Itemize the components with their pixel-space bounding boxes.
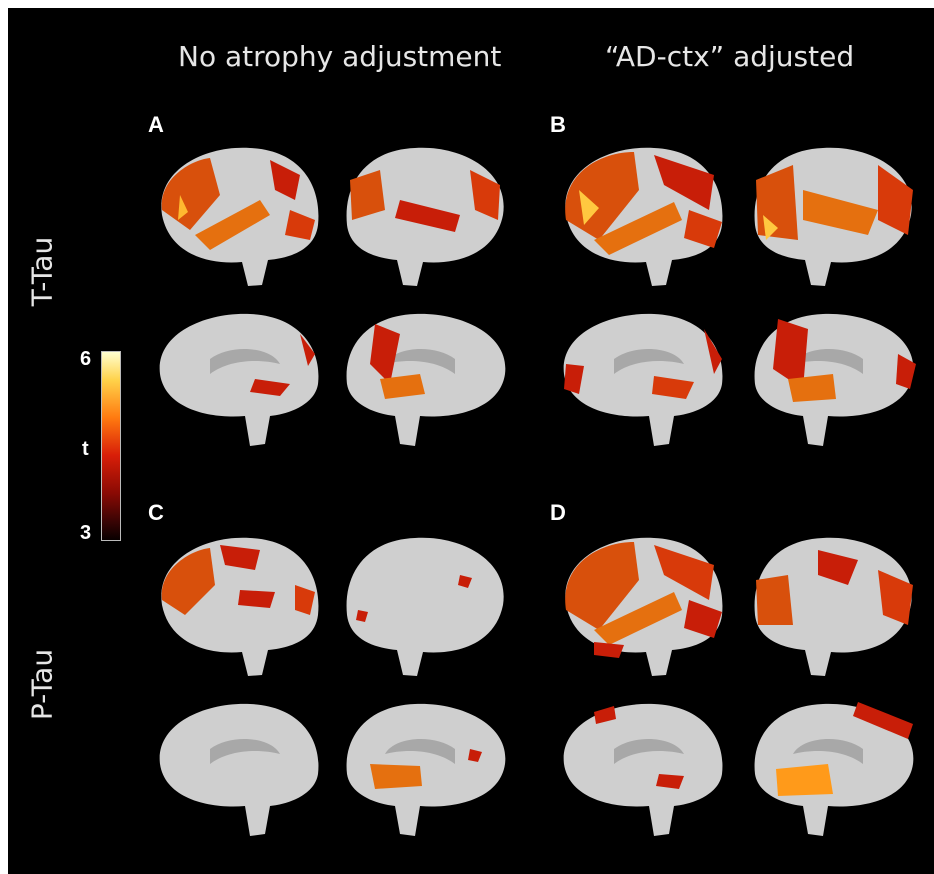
brain-medial-left-b: [554, 304, 729, 454]
brain-medial-left-c: [150, 694, 325, 844]
figure-panel: No atrophy adjustment “AD-ctx” adjusted …: [8, 8, 934, 874]
brain-medial-right-c: [340, 694, 515, 844]
brain-lateral-left-a: [150, 140, 325, 290]
colorbar-max-label: 6: [80, 348, 91, 371]
colorbar-min-label: 3: [80, 522, 91, 545]
brain-lateral-right-c: [340, 530, 515, 680]
panel-label-b: B: [550, 112, 566, 138]
brain-lateral-left-b: [554, 140, 729, 290]
brain-medial-right-b: [748, 304, 923, 454]
brain-lateral-left-c: [150, 530, 325, 680]
brain-medial-left-d: [554, 694, 729, 844]
brain-lateral-left-d: [554, 530, 729, 680]
brain-medial-right-a: [340, 304, 515, 454]
colorbar-axis-label: t: [82, 438, 89, 461]
colorbar: [101, 351, 121, 541]
row-label-p-tau: P-Tau: [26, 625, 59, 745]
panel-label-d: D: [550, 500, 566, 526]
column-title-right: “AD-ctx” adjusted: [605, 40, 854, 73]
column-title-left: No atrophy adjustment: [178, 40, 501, 73]
panel-label-c: C: [148, 500, 164, 526]
brain-medial-left-a: [150, 304, 325, 454]
panel-label-a: A: [148, 112, 164, 138]
brain-lateral-right-b: [748, 140, 923, 290]
brain-medial-right-d: [748, 694, 923, 844]
brain-lateral-right-a: [340, 140, 515, 290]
row-label-t-tau: T-Tau: [26, 212, 59, 332]
brain-lateral-right-d: [748, 530, 923, 680]
